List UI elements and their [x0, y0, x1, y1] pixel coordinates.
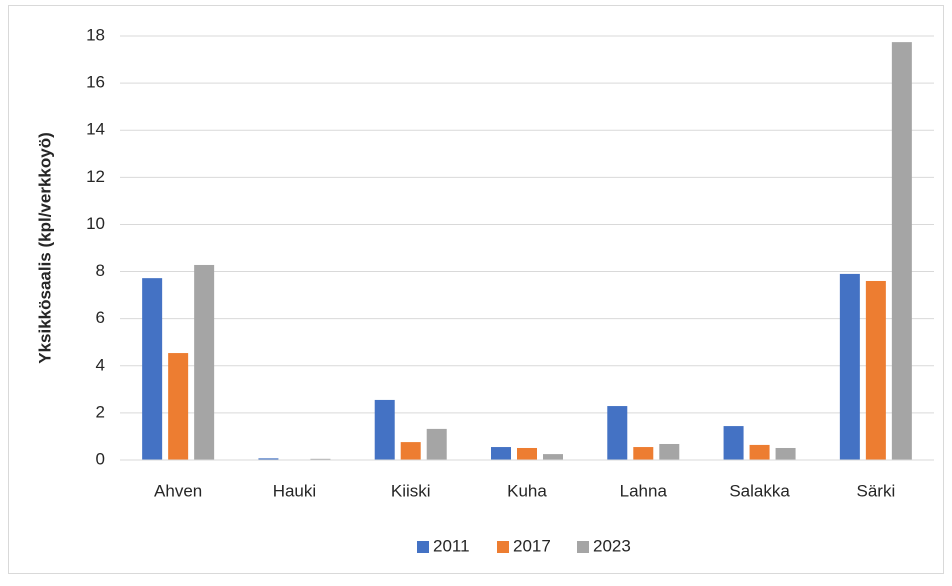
y-tick-label: 0 — [96, 449, 105, 468]
bar — [142, 278, 163, 460]
bar — [723, 426, 744, 460]
y-tick-label: 18 — [86, 25, 105, 44]
legend-swatch — [577, 541, 589, 553]
bar — [374, 399, 395, 460]
x-tick-label: Kuha — [507, 481, 547, 500]
bar — [543, 454, 563, 460]
y-tick-label: 14 — [86, 120, 105, 139]
legend-label: 2023 — [593, 536, 631, 555]
x-tick-label: Hauki — [273, 481, 316, 500]
x-tick-label: Salakka — [729, 481, 790, 500]
y-axis-title: Yksikkösaalis (kpl/verkkoyö) — [35, 132, 54, 364]
bar — [607, 406, 628, 460]
bar — [749, 444, 770, 460]
bar — [659, 443, 680, 460]
legend-label: 2011 — [433, 536, 470, 555]
x-tick-label: Ahven — [154, 481, 202, 500]
y-tick-label: 8 — [96, 261, 105, 280]
chart-border — [8, 5, 944, 574]
bar — [633, 447, 654, 460]
bar — [194, 264, 215, 460]
legend-swatch — [417, 541, 429, 553]
y-tick-label: 2 — [96, 402, 105, 421]
bar — [491, 447, 511, 460]
bar — [426, 428, 447, 460]
bar — [168, 353, 189, 460]
y-tick-label: 4 — [96, 355, 105, 374]
x-tick-label: Särki — [856, 481, 895, 500]
bar — [891, 42, 912, 460]
bar — [865, 280, 886, 460]
y-tick-label: 12 — [86, 167, 105, 186]
y-tick-label: 10 — [86, 214, 105, 233]
bar — [400, 442, 421, 460]
x-tick-label: Lahna — [620, 481, 668, 500]
bar — [517, 447, 537, 460]
bar — [775, 447, 796, 460]
bar — [310, 458, 331, 460]
bar — [839, 273, 860, 460]
bar — [258, 458, 279, 460]
y-tick-label: 6 — [96, 308, 105, 327]
legend-label: 2017 — [513, 536, 551, 555]
legend-swatch — [497, 541, 509, 553]
x-tick-label: Kiiski — [391, 481, 431, 500]
y-tick-label: 16 — [86, 73, 105, 92]
